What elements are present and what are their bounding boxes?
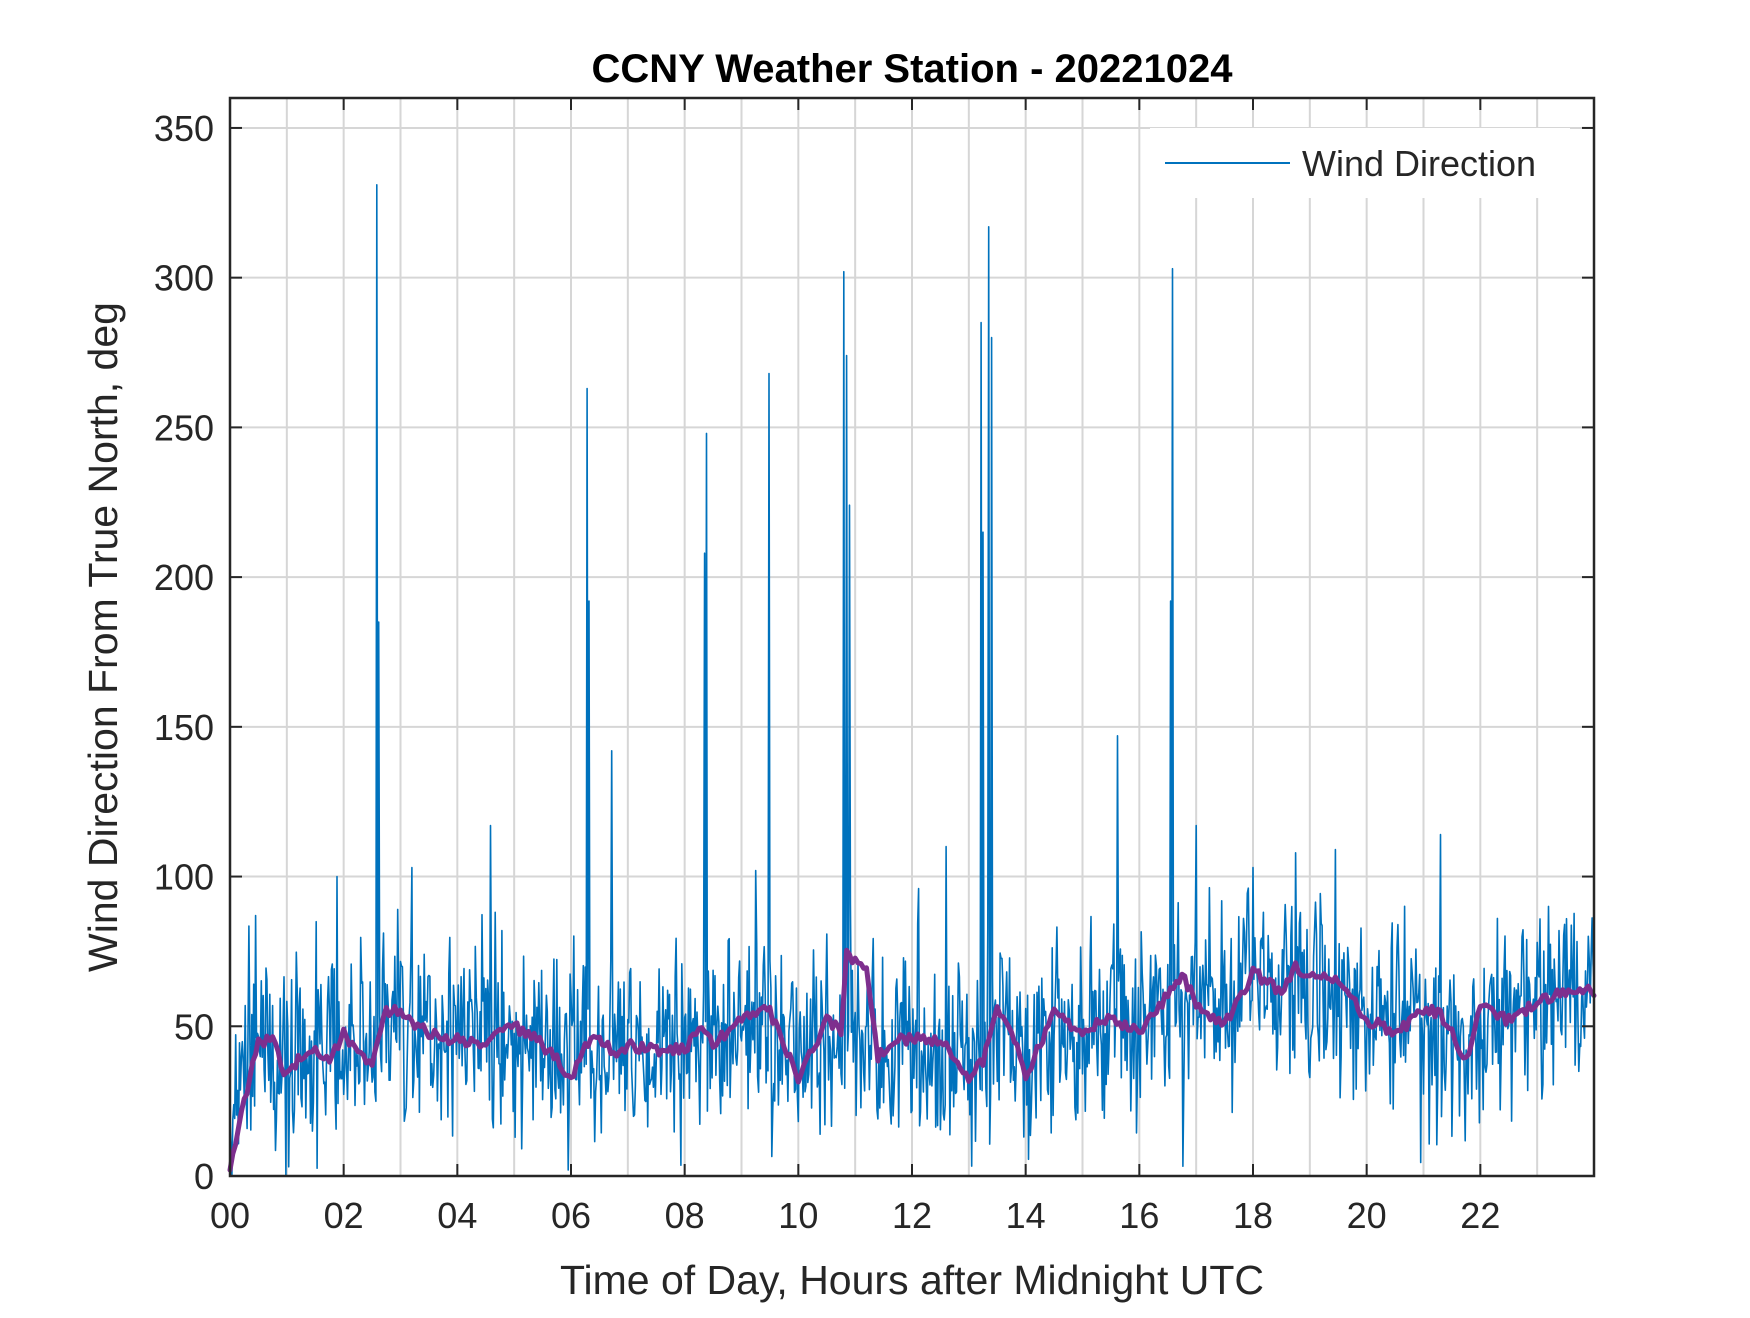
- y-axis-label: Wind Direction From True North, deg: [80, 302, 126, 972]
- y-tick-label: 100: [154, 857, 214, 898]
- x-tick-label: 16: [1119, 1195, 1159, 1236]
- series-wind-direction-line: [229, 184, 1595, 1177]
- x-tick-label: 06: [551, 1195, 591, 1236]
- series-running-mean-line: [227, 947, 1597, 1173]
- y-tick-label: 250: [154, 407, 214, 448]
- x-tick-label: 18: [1233, 1195, 1273, 1236]
- x-tick-label: 08: [665, 1195, 705, 1236]
- x-tick-label: 02: [324, 1195, 364, 1236]
- legend: Wind Direction: [1150, 128, 1570, 198]
- y-tick-label: 50: [174, 1006, 214, 1047]
- tick-layer: 00 02 04 06 08 10 12 14 16 18 20 22 0 50 100 150 200 250 3…: [154, 98, 1594, 1236]
- x-tick-label: 14: [1006, 1195, 1046, 1236]
- legend-entry-wind-direction: Wind Direction: [1302, 143, 1536, 184]
- x-tick-label: 04: [437, 1195, 477, 1236]
- x-tick-label: 10: [778, 1195, 818, 1236]
- series-layer: [227, 184, 1597, 1177]
- x-axis-label: Time of Day, Hours after Midnight UTC: [560, 1257, 1264, 1303]
- x-tick-label: 00: [210, 1195, 250, 1236]
- y-tick-label: 200: [154, 557, 214, 598]
- y-tick-label: 150: [154, 707, 214, 748]
- x-tick-label: 20: [1347, 1195, 1387, 1236]
- x-tick-label: 22: [1460, 1195, 1500, 1236]
- x-tick-label: 12: [892, 1195, 932, 1236]
- y-tick-label: 300: [154, 258, 214, 299]
- y-tick-label: 350: [154, 108, 214, 149]
- y-tick-label: 0: [194, 1156, 214, 1197]
- chart-title: CCNY Weather Station - 20221024: [592, 47, 1234, 91]
